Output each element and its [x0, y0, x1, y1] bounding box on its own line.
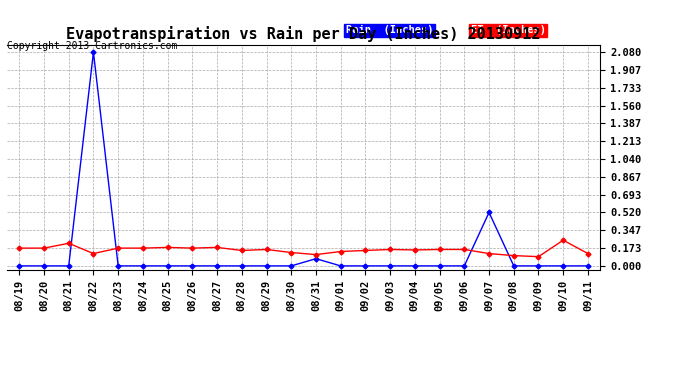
Text: ET  (Inches): ET (Inches) [471, 26, 546, 35]
Text: Copyright 2013 Cartronics.com: Copyright 2013 Cartronics.com [7, 41, 177, 51]
Text: Rain  (Inches): Rain (Inches) [346, 26, 433, 35]
Text: Evapotranspiration vs Rain per Day (Inches) 20130912: Evapotranspiration vs Rain per Day (Inch… [66, 26, 541, 42]
